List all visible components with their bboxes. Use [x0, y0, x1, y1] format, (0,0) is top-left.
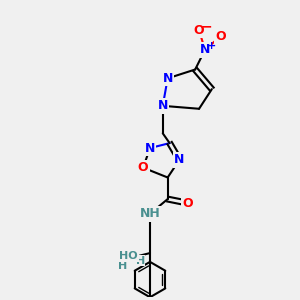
Text: N: N [174, 153, 184, 166]
Text: N: N [145, 142, 155, 154]
Text: O: O [125, 251, 136, 265]
Text: N: N [158, 99, 168, 112]
Text: O: O [194, 24, 204, 37]
Text: O: O [182, 196, 193, 209]
Text: H: H [136, 256, 145, 266]
Text: O: O [215, 30, 226, 43]
Text: HO: HO [119, 251, 138, 261]
Text: N: N [163, 72, 173, 85]
Text: +: + [207, 41, 217, 51]
Text: O: O [138, 161, 148, 174]
Text: N: N [200, 44, 210, 56]
Text: −: − [200, 19, 212, 33]
Text: H: H [118, 261, 127, 271]
Text: NH: NH [140, 207, 160, 220]
